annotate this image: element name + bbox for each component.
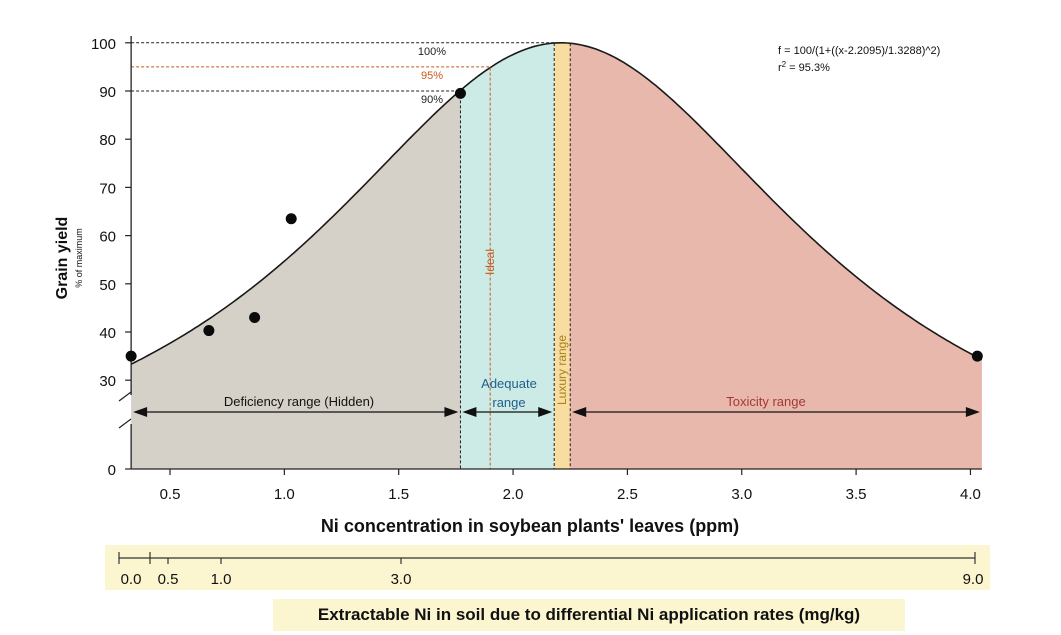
arrow-head (538, 407, 553, 417)
soil-axis-title: Extractable Ni in soil due to differenti… (273, 599, 905, 631)
arrow-head (462, 407, 477, 417)
r-squared: r2 = 95.3% (778, 60, 830, 75)
adequate-range-label: Adequate (481, 376, 537, 391)
x-tick-label: 2.0 (503, 486, 524, 503)
y-tick-label: 50 (99, 277, 116, 294)
x-tick-label: 4.0 (960, 486, 981, 503)
plot-area: 100% 95% 90% 0 30 40 50 60 70 80 90 100 0.5 1.0 1.5 2.… (54, 36, 983, 536)
y-tick-label: 30 (99, 373, 116, 390)
reference-label: 95% (421, 70, 443, 82)
y-tick-label: 60 (99, 229, 116, 246)
soil-axis-tick-label: 9.0 (963, 571, 984, 588)
soil-axis-tick-label: 0.0 (121, 571, 142, 588)
adequate-range-label: range (492, 395, 525, 410)
range-area (460, 43, 555, 469)
axis-break-mark (118, 391, 132, 402)
x-tick-label: 2.5 (617, 486, 638, 503)
arrow-head (133, 407, 148, 417)
data-point (454, 87, 466, 99)
reference-label: 100% (418, 46, 446, 58)
x-tick-label: 0.5 (160, 486, 181, 503)
soil-axis-tick-label: 3.0 (391, 571, 412, 588)
soil-axis-band: 0.0 0.5 1.0 3.0 9.0 (105, 545, 990, 590)
data-point (249, 312, 261, 324)
axis-break-mark (118, 418, 132, 429)
y-axis-title: Grain yield (54, 217, 71, 300)
data-point (971, 350, 983, 362)
x-tick-label: 3.5 (846, 486, 867, 503)
toxicity-range-label: Toxicity range (726, 394, 805, 409)
arrow-head (444, 407, 459, 417)
y-tick-label: 40 (99, 325, 116, 342)
x-tick-label: 3.0 (731, 486, 752, 503)
y-tick-label: 80 (99, 132, 116, 149)
data-point (125, 350, 137, 362)
range-area (570, 43, 982, 469)
fit-equation: f = 100/(1+((x-2.2095)/1.3288)^2) (778, 45, 940, 57)
deficiency-range-label: Deficiency range (Hidden) (224, 394, 374, 409)
reference-label: 90% (421, 94, 443, 106)
x-axis-title: Ni concentration in soybean plants' leav… (321, 516, 739, 536)
y-tick-label: 0 (108, 462, 116, 479)
y-tick-label: 90 (99, 84, 116, 101)
y-tick-label: 100 (91, 36, 116, 53)
arrow-head (965, 407, 980, 417)
fit-curve (130, 42, 983, 365)
ideal-label: Ideal (483, 249, 497, 275)
range-area (131, 90, 461, 470)
x-tick-label: 1.0 (274, 486, 295, 503)
range-area (554, 42, 571, 470)
y-tick-label: 70 (99, 180, 116, 197)
soil-axis-tick-label: 1.0 (211, 571, 232, 588)
luxury-range-label: Luxury range (555, 335, 569, 405)
x-tick-label: 1.5 (388, 486, 409, 503)
data-point (203, 325, 215, 337)
soil-axis-tick-label: 0.5 (158, 571, 179, 588)
arrow-head (572, 407, 587, 417)
data-point (285, 213, 297, 225)
y-axis-subtitle: % of maximum (74, 228, 84, 288)
